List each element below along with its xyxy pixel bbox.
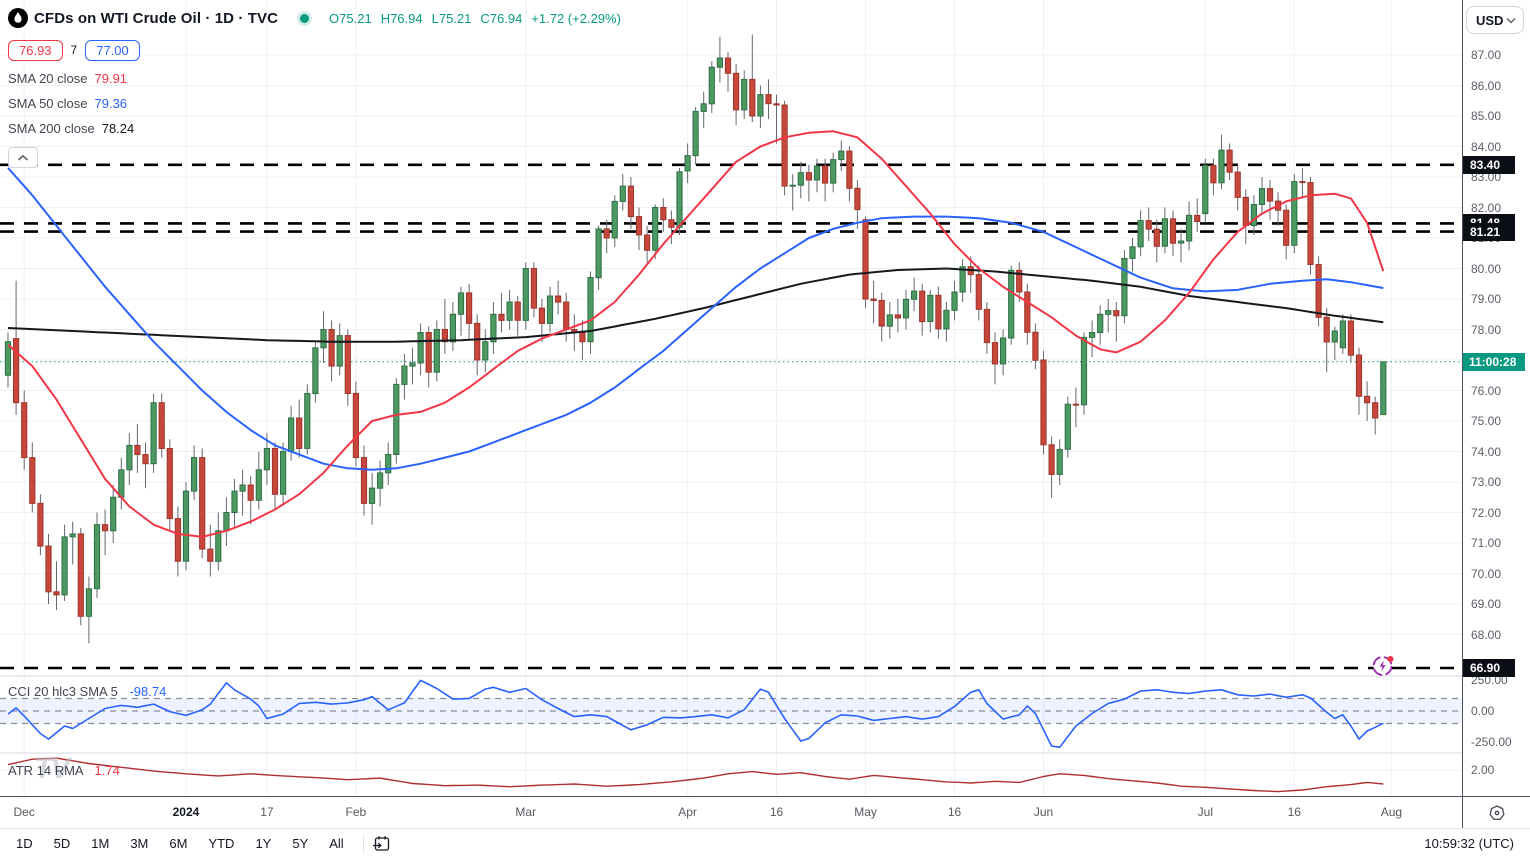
time-tick-label: Apr (678, 805, 697, 819)
chevron-up-icon (17, 154, 29, 162)
axis-corner[interactable] (1462, 796, 1530, 828)
price-tick-label: 73.00 (1471, 475, 1502, 489)
time-tick-label: Dec (13, 805, 35, 819)
ohlc-close: C76.94 (480, 10, 523, 26)
time-tick-label: Jul (1197, 805, 1213, 819)
time-tick-label: 16 (1287, 805, 1301, 819)
time-tick-label: 16 (947, 805, 962, 819)
time-tick-label: 16 (769, 805, 784, 819)
sma20-value: 79.91 (94, 71, 128, 86)
market-status-icon[interactable] (300, 13, 310, 23)
time-tick-label: 17 (260, 805, 274, 819)
bid-button[interactable]: 76.93 (8, 39, 63, 61)
cci-value: -98.74 (129, 684, 167, 699)
price-tick-label: 87.00 (1471, 48, 1502, 62)
price-tick-label: 68.00 (1471, 627, 1502, 642)
toolbar-clock[interactable]: 10:59:32 (UTC) (1424, 836, 1514, 851)
time-tick-label: Jun (1033, 805, 1054, 819)
range-5y-button[interactable]: 5Y (292, 836, 309, 851)
price-level-label: 66.90 (1463, 659, 1515, 678)
sma50-label: SMA 50 close (8, 96, 88, 111)
sma50-value: 79.36 (94, 96, 128, 111)
price-tick-label: 79.00 (1471, 292, 1502, 306)
bottom-toolbar: 1D 5D 1M 3M 6M YTD 1Y 5Y All 10:59:32 (U… (0, 828, 1530, 858)
price-tick-label: 75.00 (1471, 414, 1502, 428)
price-tick-label: 69.00 (1471, 597, 1502, 611)
time-tick-label: Mar (515, 805, 537, 819)
range-ytd-button[interactable]: YTD (208, 836, 235, 851)
cci-pane-legend[interactable]: CCI 20 hlc3 SMA 5 -98.74 (8, 684, 166, 699)
currency-dropdown[interactable]: USD (1466, 6, 1524, 34)
price-tick-label: 70.00 (1471, 566, 1502, 581)
price-tick-label: 71.00 (1471, 536, 1502, 550)
time-axis[interactable]: Dec 2024 17 Feb Mar Apr 16 May 16 Jun Jul 16 Aug (0, 796, 1462, 828)
price-tick-label: 76.00 (1471, 383, 1502, 398)
symbol-logo-icon (8, 8, 28, 28)
countdown-label: 11:00:28 (1463, 352, 1525, 371)
toolbar-divider (362, 834, 364, 853)
time-tick-label: Feb (345, 805, 367, 819)
ohlc-low: L75.21 (431, 10, 472, 26)
indicator-legend-sma50[interactable]: SMA 50 close 79.36 (8, 96, 621, 112)
price-tick-label: 74.00 (1471, 444, 1502, 459)
chart-legend: CFDs on WTI Crude Oil · 1D · TVC O75.21 … (8, 6, 621, 168)
sma200-value: 78.24 (101, 121, 135, 136)
time-tick-label: May (854, 805, 877, 819)
sma20-label: SMA 20 close (8, 71, 88, 86)
atr-tick-label: 2.00 (1471, 763, 1495, 777)
atr-pane-legend[interactable]: ATR 14 RMA 1.74 (8, 763, 120, 778)
ask-button[interactable]: 77.00 (85, 39, 140, 61)
axis-settings-icon[interactable] (1488, 804, 1505, 821)
price-tick-label: 80.00 (1471, 261, 1502, 276)
range-all-button[interactable]: All (329, 836, 344, 851)
price-axis[interactable]: 87.0086.0085.0084.0083.0082.0081.0080.00… (1462, 0, 1530, 796)
atr-value: 1.74 (94, 763, 120, 778)
go-to-date-button[interactable] (372, 835, 391, 853)
price-tick-label: 86.00 (1471, 78, 1502, 93)
range-5d-button[interactable]: 5D (53, 836, 71, 851)
time-tick-label: 2024 (172, 805, 200, 819)
tradingview-watermark: TV (34, 752, 70, 785)
cci-label: CCI 20 hlc3 SMA 5 (8, 684, 118, 699)
price-tick-label: 85.00 (1471, 109, 1502, 123)
ohlc-high: H76.94 (380, 10, 423, 26)
atr-label: ATR 14 RMA (8, 763, 83, 778)
cci-tick-label: -250.00 (1471, 735, 1512, 750)
price-level-label: 81.21 (1463, 222, 1515, 241)
range-3m-button[interactable]: 3M (130, 836, 149, 851)
price-tick-label: 84.00 (1471, 139, 1502, 154)
range-6m-button[interactable]: 6M (169, 836, 188, 851)
currency-label: USD (1476, 12, 1504, 28)
price-tick-label: 78.00 (1471, 322, 1502, 337)
price-tick-label: 82.00 (1471, 200, 1502, 215)
price-level-label: 83.40 (1463, 155, 1515, 174)
price-alert-icon[interactable] (1371, 653, 1396, 678)
symbol-title[interactable]: CFDs on WTI Crude Oil · 1D · TVC (34, 9, 279, 27)
indicator-legend-sma200[interactable]: SMA 200 close 78.24 (8, 121, 621, 137)
ohlc-open: O75.21 (329, 10, 372, 26)
price-tick-label: 72.00 (1471, 505, 1502, 520)
range-1d-button[interactable]: 1D (16, 836, 33, 851)
time-tick-label: Aug (1380, 805, 1403, 819)
sma200-label: SMA 200 close (8, 121, 95, 136)
range-1y-button[interactable]: 1Y (255, 836, 272, 851)
ohlc-change: +1.72 (+2.29%) (531, 10, 621, 26)
chevron-down-icon (1506, 17, 1516, 24)
indicator-legend-sma20[interactable]: SMA 20 close 79.91 (8, 71, 621, 87)
cci-tick-label: 0.00 (1471, 704, 1495, 718)
range-1m-button[interactable]: 1M (91, 836, 110, 851)
legend-collapse-button[interactable] (8, 147, 38, 168)
spread-value: 7 (70, 43, 78, 57)
